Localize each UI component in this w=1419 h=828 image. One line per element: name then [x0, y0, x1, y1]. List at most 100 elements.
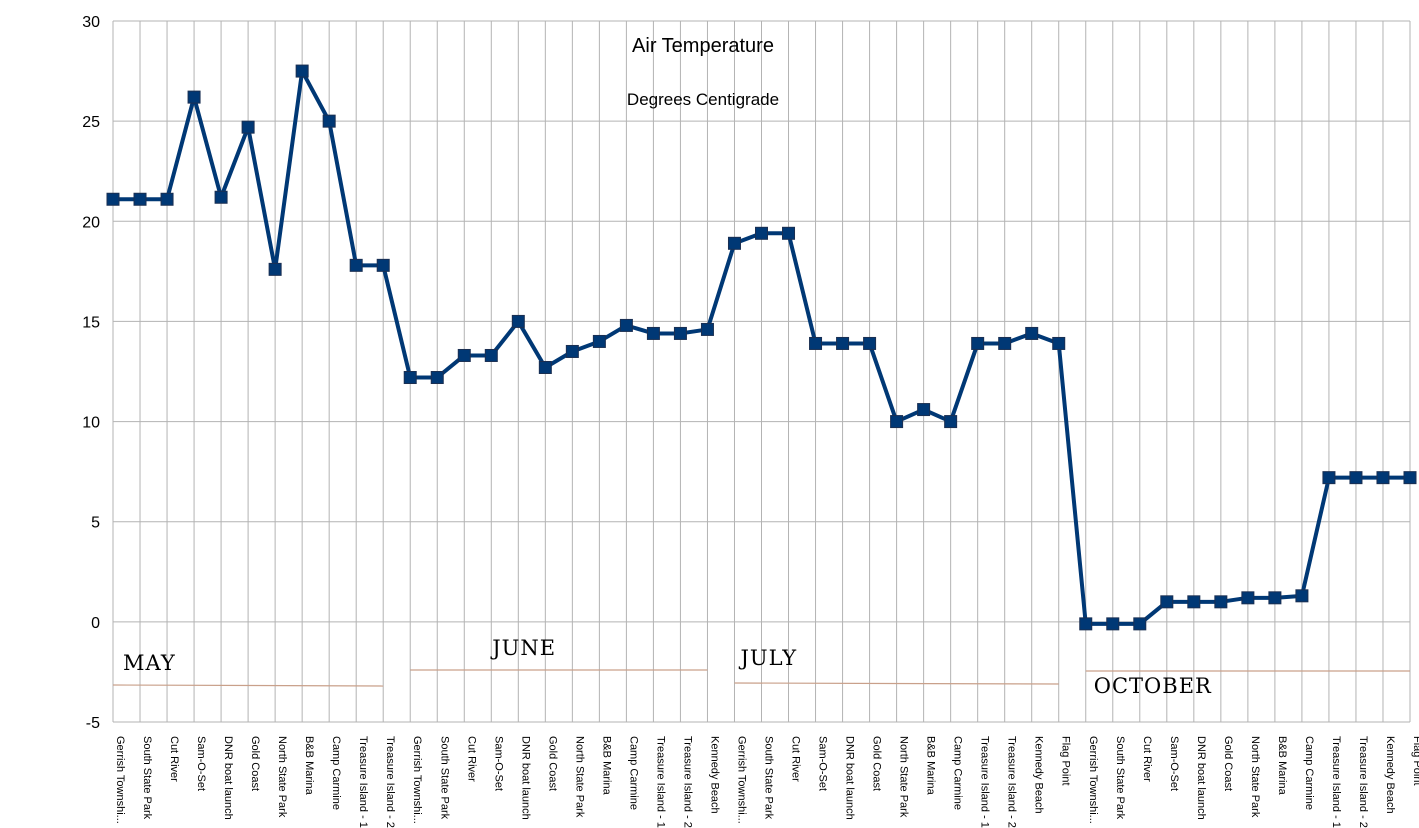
x-tick-label: North State Park: [1249, 736, 1261, 818]
data-point-marker: [538, 360, 552, 374]
x-tick-label: Kennedy Beach: [1033, 736, 1045, 814]
x-tick-label: Treasure Island - 2: [384, 736, 396, 828]
chart-subtitle: Degrees Centigrade: [627, 90, 779, 109]
data-point-marker: [944, 415, 958, 429]
x-tick-label: Flag Point: [1411, 736, 1419, 786]
month-underline: [112, 684, 384, 687]
x-tick-label: DNR boat launch: [222, 736, 234, 820]
x-tick-label: Kennedy Beach: [1384, 736, 1396, 814]
y-tick-label: 15: [82, 314, 100, 331]
data-point-marker: [430, 371, 444, 385]
x-axis-tick-labels: Gerrish Townshi... South State Park Cut Ri…: [114, 736, 1419, 828]
data-point-marker: [917, 403, 931, 417]
x-tick-label: Sam-O-Set: [1168, 736, 1180, 791]
data-point-marker: [241, 120, 255, 134]
x-tick-label: Sam-O-Set: [195, 736, 207, 791]
x-tick-label: Treasure Island - 2: [1357, 736, 1369, 828]
x-tick-label: Gold Coast: [871, 736, 883, 791]
x-tick-label: Sam-O-Set: [817, 736, 829, 791]
x-tick-label: DNR boat launch: [519, 736, 531, 820]
data-point-marker: [106, 192, 120, 206]
x-tick-label: Sam-O-Set: [492, 736, 504, 791]
data-point-marker: [376, 258, 390, 272]
month-label: JULY: [738, 646, 797, 670]
y-tick-label: 25: [82, 114, 100, 131]
x-tick-label: Camp Carmine: [330, 736, 342, 810]
x-tick-label: South State Park: [1114, 736, 1126, 820]
month-label: OCTOBER: [1094, 674, 1212, 698]
x-tick-label: Treasure Island - 1: [1330, 736, 1342, 828]
x-tick-label: North State Park: [898, 736, 910, 818]
data-point-marker: [673, 326, 687, 340]
data-point-marker: [565, 344, 579, 358]
gridlines: [112, 20, 1411, 723]
x-tick-label: Cut River: [1141, 736, 1153, 782]
y-tick-label: -5: [86, 715, 100, 732]
data-point-marker: [214, 190, 228, 204]
y-tick-label: 20: [82, 214, 100, 231]
x-tick-label: Cut River: [168, 736, 180, 782]
data-point-marker: [295, 64, 309, 78]
data-point-marker: [890, 415, 904, 429]
data-point-marker: [700, 322, 714, 336]
data-point-marker: [782, 226, 796, 240]
y-tick-label: 10: [82, 415, 100, 432]
data-point-marker: [349, 258, 363, 272]
data-point-marker: [1187, 595, 1201, 609]
x-tick-label: Treasure Island - 1: [357, 736, 369, 828]
x-tick-label: Treasure Island - 2: [1006, 736, 1018, 828]
data-point-marker: [998, 336, 1012, 350]
x-tick-label: Camp Carmine: [952, 736, 964, 810]
x-tick-label: Gerrish Townshi...: [114, 736, 126, 824]
data-point-marker: [1376, 471, 1390, 485]
x-tick-label: Camp Carmine: [627, 736, 639, 810]
data-point-marker: [160, 192, 174, 206]
x-tick-label: Camp Carmine: [1303, 736, 1315, 810]
y-tick-label: 30: [82, 14, 100, 31]
data-point-marker: [1403, 471, 1417, 485]
data-point-marker: [971, 336, 985, 350]
month-underline: [734, 682, 1059, 685]
data-point-marker: [592, 334, 606, 348]
data-point-marker: [836, 336, 850, 350]
x-tick-label: Gerrish Townshi...: [735, 736, 747, 824]
month-annotations: MAY JUNE JULY OCTOBER: [112, 636, 1410, 698]
data-point-marker: [1295, 589, 1309, 603]
x-tick-label: South State Park: [763, 736, 775, 820]
data-point-marker: [1214, 595, 1228, 609]
data-point-marker: [1079, 617, 1093, 631]
data-point-marker: [1322, 471, 1336, 485]
data-point-marker: [403, 371, 417, 385]
data-point-marker: [484, 348, 498, 362]
x-tick-label: B&B Marina: [600, 736, 612, 796]
x-tick-label: Cut River: [790, 736, 802, 782]
x-tick-label: B&B Marina: [925, 736, 937, 796]
x-tick-label: North State Park: [573, 736, 585, 818]
x-tick-label: Treasure Island - 2: [681, 736, 693, 828]
x-tick-label: Treasure Island - 1: [654, 736, 666, 828]
data-point-marker: [1349, 471, 1363, 485]
data-point-marker: [268, 262, 282, 276]
month-label: JUNE: [490, 636, 556, 660]
x-tick-label: South State Park: [438, 736, 450, 820]
x-tick-label: North State Park: [276, 736, 288, 818]
x-tick-label: Cut River: [465, 736, 477, 782]
data-point-marker: [727, 236, 741, 250]
x-tick-label: Flag Point: [1060, 736, 1072, 786]
x-tick-label: DNR boat launch: [844, 736, 856, 820]
data-point-marker: [1241, 591, 1255, 605]
data-point-marker: [1160, 595, 1174, 609]
data-point-marker: [1268, 591, 1282, 605]
month-label: MAY: [123, 651, 176, 675]
data-point-marker: [1025, 326, 1039, 340]
data-point-marker: [511, 314, 525, 328]
data-point-marker: [457, 348, 471, 362]
x-tick-label: Gerrish Townshi...: [1087, 736, 1099, 824]
x-tick-label: B&B Marina: [303, 736, 315, 796]
data-point-marker: [1133, 617, 1147, 631]
data-point-marker: [322, 114, 336, 128]
data-point-marker: [187, 90, 201, 104]
data-point-marker: [809, 336, 823, 350]
data-point-marker: [619, 318, 633, 332]
